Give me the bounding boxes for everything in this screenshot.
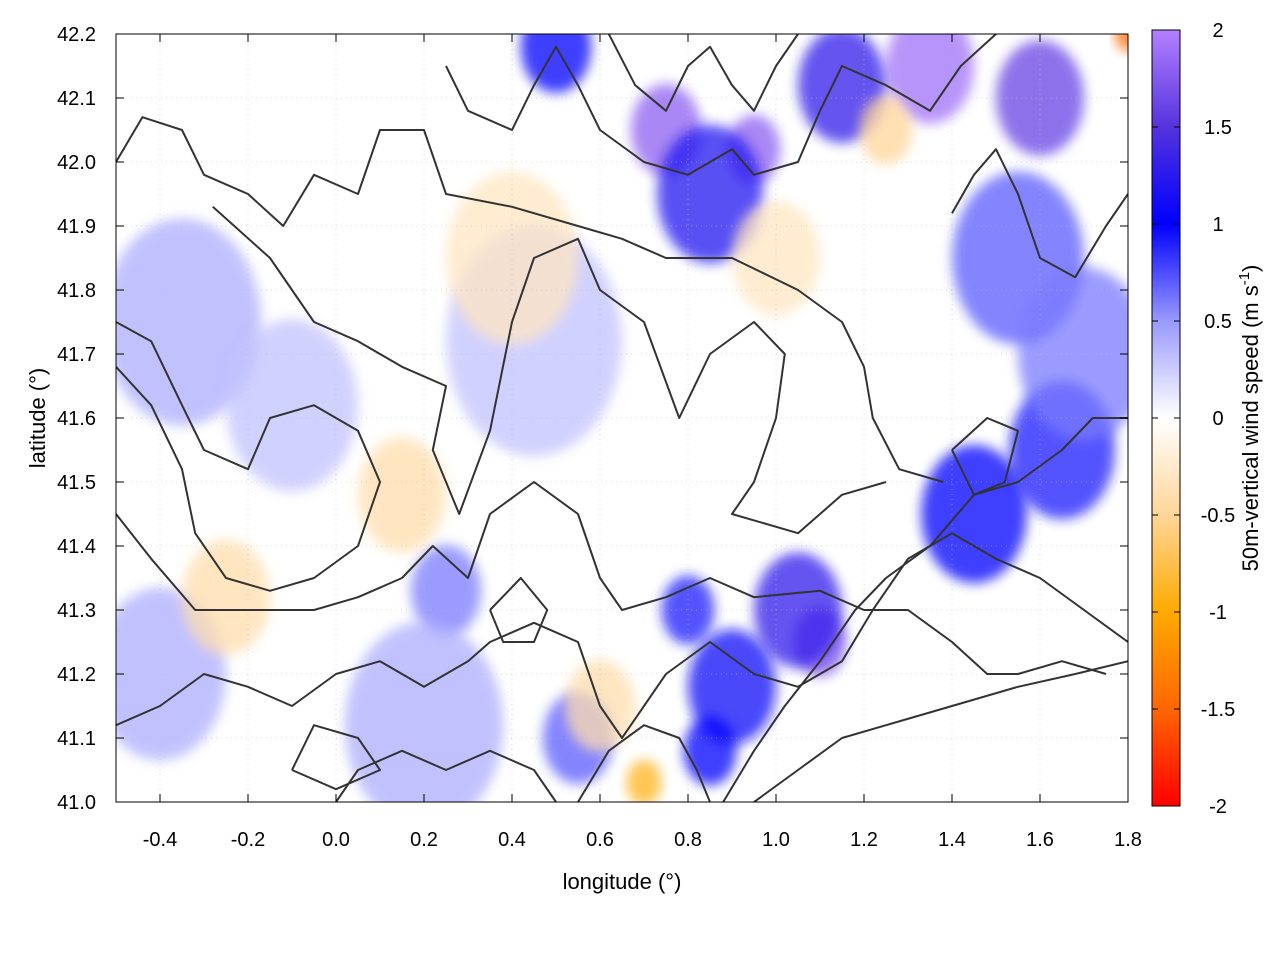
x-tick-label-2: 0.0 <box>322 829 350 851</box>
x-tick-label-11: 1.8 <box>1114 829 1142 851</box>
contour-line-12 <box>291 724 381 791</box>
contour-line-4 <box>116 532 1128 739</box>
colorbar-label-superscript: -1 <box>1236 272 1253 285</box>
x-axis-label: longitude (°) <box>563 869 682 894</box>
heat-feature-4 <box>657 124 763 264</box>
contour-line-13 <box>489 577 549 643</box>
contour-line-14 <box>951 417 1019 496</box>
y-tick-label-11: 42.1 <box>57 88 96 110</box>
heat-feature-20 <box>344 621 504 802</box>
y-tick-label-5: 41.5 <box>57 472 96 494</box>
heat-feature-3 <box>996 40 1084 156</box>
contour-lines <box>116 34 1128 802</box>
contour-line-2 <box>116 321 381 592</box>
heatmap-field <box>116 34 1128 802</box>
y-axis-label: latitude (°) <box>25 368 50 469</box>
colorbar-label-main: 50m-vertical wind speed (m s <box>1238 285 1263 571</box>
y-tick-label-12: 42.2 <box>57 24 96 46</box>
y-tick-label-0: 41.0 <box>57 792 96 814</box>
y-tick-label-6: 41.6 <box>57 408 96 430</box>
x-tick-label-6: 0.8 <box>674 829 702 851</box>
colorbar-tick-label-5: -0.5 <box>1201 505 1235 527</box>
x-tick-label-9: 1.4 <box>938 829 966 851</box>
contour-line-7 <box>722 417 1128 802</box>
heat-feature-14 <box>1018 267 1128 441</box>
x-tick-label-4: 0.4 <box>498 829 526 851</box>
heat-feature-27 <box>1114 34 1128 52</box>
contour-line-10 <box>607 34 799 112</box>
y-tick-label-2: 41.2 <box>57 664 96 686</box>
heat-feature-30 <box>732 200 820 316</box>
colorbar-tick-label-8: -2 <box>1209 796 1227 818</box>
x-tick-label-1: -0.2 <box>231 829 265 851</box>
colorbar-tick-label-0: 2 <box>1212 20 1223 42</box>
colorbar-tick-label-2: 1 <box>1212 214 1223 236</box>
heat-feature-8 <box>754 552 842 668</box>
contour-line-6 <box>577 724 711 802</box>
heat-feature-2 <box>886 34 974 124</box>
contour-line-3 <box>116 481 1107 675</box>
heat-feature-18 <box>116 218 262 426</box>
heat-feature-29 <box>859 95 913 165</box>
x-tick-label-7: 1.0 <box>762 829 790 851</box>
y-tick-label-7: 41.7 <box>57 344 96 366</box>
colorbar-ticks: 2 1.5 1 0.5 0 -0.5 -1 -1.5 -2 <box>1152 20 1235 818</box>
colorbar-tick-label-6: -1 <box>1209 602 1227 624</box>
contour-line-5 <box>335 749 557 802</box>
heat-feature-10 <box>683 716 737 786</box>
heat-feature-26 <box>626 759 662 802</box>
y-axis-ticks: 41.0 41.1 41.2 41.3 41.4 41.5 41.6 41.7 41.8 41.9… <box>57 24 1128 814</box>
x-axis-ticks: -0.4 -0.2 0.0 0.2 0.4 0.6 0.8 1.0 1.2 1.4 1.6 1.8 <box>143 34 1142 851</box>
heat-feature-11 <box>921 444 1027 584</box>
y-tick-label-8: 41.8 <box>57 280 96 302</box>
contour-line-0 <box>116 116 944 483</box>
contour-line-9 <box>445 34 997 176</box>
heat-feature-24 <box>182 539 270 655</box>
x-tick-label-8: 1.2 <box>850 829 878 851</box>
colorbar-tick-label-1: 1.5 <box>1204 117 1232 139</box>
x-tick-label-5: 0.6 <box>586 829 614 851</box>
y-tick-label-4: 41.4 <box>57 536 96 558</box>
heat-feature-17 <box>410 544 482 637</box>
y-tick-label-9: 41.9 <box>57 216 96 238</box>
x-tick-label-10: 1.6 <box>1026 829 1054 851</box>
contour-line-1 <box>212 206 887 535</box>
colorbar-tick-label-3: 0.5 <box>1204 311 1232 333</box>
heat-feature-25 <box>446 171 578 345</box>
colorbar-label: 50m-vertical wind speed (m s-1) <box>1236 265 1263 572</box>
heat-feature-9 <box>688 629 776 745</box>
heat-feature-22 <box>226 318 358 492</box>
y-tick-label-1: 41.1 <box>57 728 96 750</box>
heat-feature-23 <box>358 437 446 553</box>
colorbar-label-end: ) <box>1238 265 1263 272</box>
y-tick-label-3: 41.3 <box>57 600 96 622</box>
contour-line-11 <box>951 148 1128 279</box>
x-tick-label-0: -0.4 <box>143 829 177 851</box>
contour-line-8 <box>753 660 1128 802</box>
y-tick-label-10: 42.0 <box>57 152 96 174</box>
x-tick-label-3: 0.2 <box>410 829 438 851</box>
colorbar-tick-label-4: 0 <box>1212 408 1223 430</box>
colorbar-tick-label-7: -1.5 <box>1201 699 1235 721</box>
